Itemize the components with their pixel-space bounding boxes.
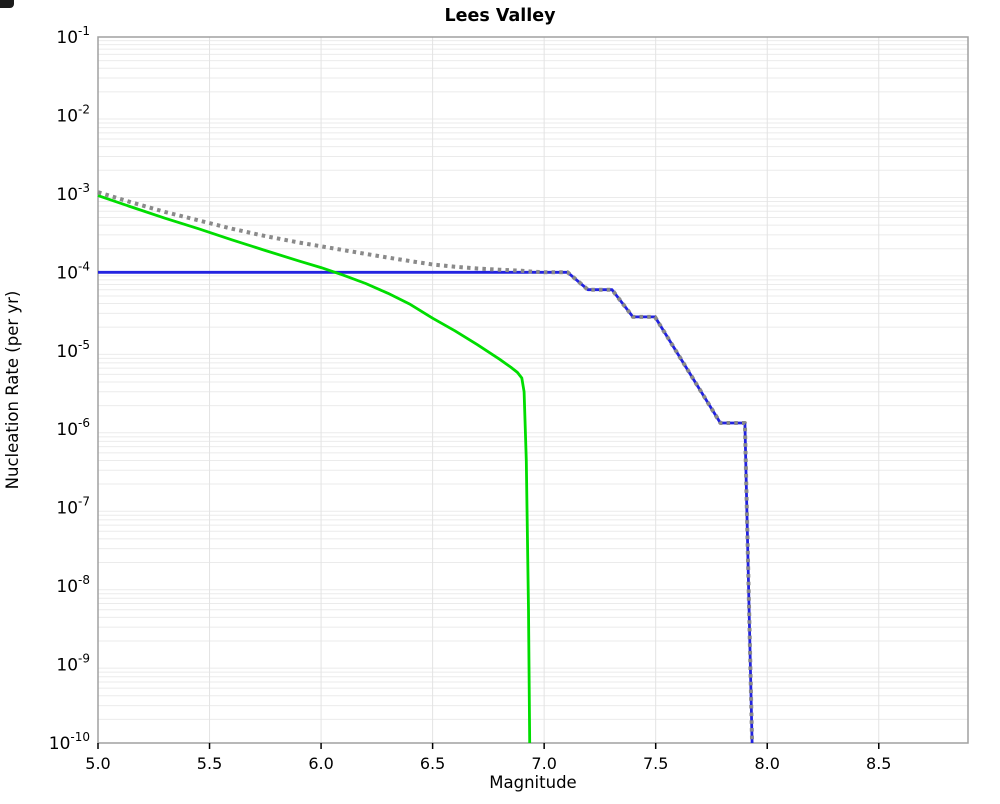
vertical-gridlines: [209, 37, 880, 743]
x-tick-label: 5.0: [85, 754, 110, 773]
y-tick-label: 10-3: [56, 181, 90, 205]
y-axis-label: Nucleation Rate (per yr): [3, 291, 22, 490]
y-tick-label: 10-10: [49, 730, 90, 754]
x-tick-label: 8.0: [755, 754, 780, 773]
x-tick-label: 7.0: [531, 754, 556, 773]
x-tick-label: 5.5: [197, 754, 222, 773]
x-axis-label: Magnitude: [489, 773, 576, 792]
y-tick-label: 10-9: [56, 652, 90, 676]
y-tick-label: 10-6: [56, 416, 90, 440]
y-tick-label: 10-1: [56, 24, 90, 48]
x-tick-label: 6.0: [308, 754, 333, 773]
x-tick-marks: [97, 743, 880, 749]
chart-title: Lees Valley: [444, 6, 556, 26]
window-corner-artifact: [0, 0, 14, 8]
y-tick-label: 10-7: [56, 495, 90, 519]
horizontal-gridlines: [98, 40, 968, 720]
y-tick-labels: 10-1 10-2 10-3 10-4 10-5 10-6 10-7 10-8 10-9 10-1…: [49, 24, 90, 754]
plot-frame: [97, 36, 969, 744]
series-path-green-line: [97, 194, 532, 744]
series-lines: [97, 190, 755, 744]
y-tick-label: 10-5: [56, 338, 90, 362]
y-tick-label: 10-2: [56, 102, 90, 126]
y-tick-label: 10-4: [56, 259, 90, 283]
x-tick-labels: 5.0 5.5 6.0 6.5 7.0 7.5 8.0 8.5: [85, 754, 891, 773]
x-tick-label: 8.5: [866, 754, 891, 773]
series-path-gray-dotted-line: [97, 190, 755, 744]
x-tick-label: 6.5: [420, 754, 445, 773]
y-tick-label: 10-8: [56, 573, 90, 597]
x-tick-label: 7.5: [643, 754, 668, 773]
